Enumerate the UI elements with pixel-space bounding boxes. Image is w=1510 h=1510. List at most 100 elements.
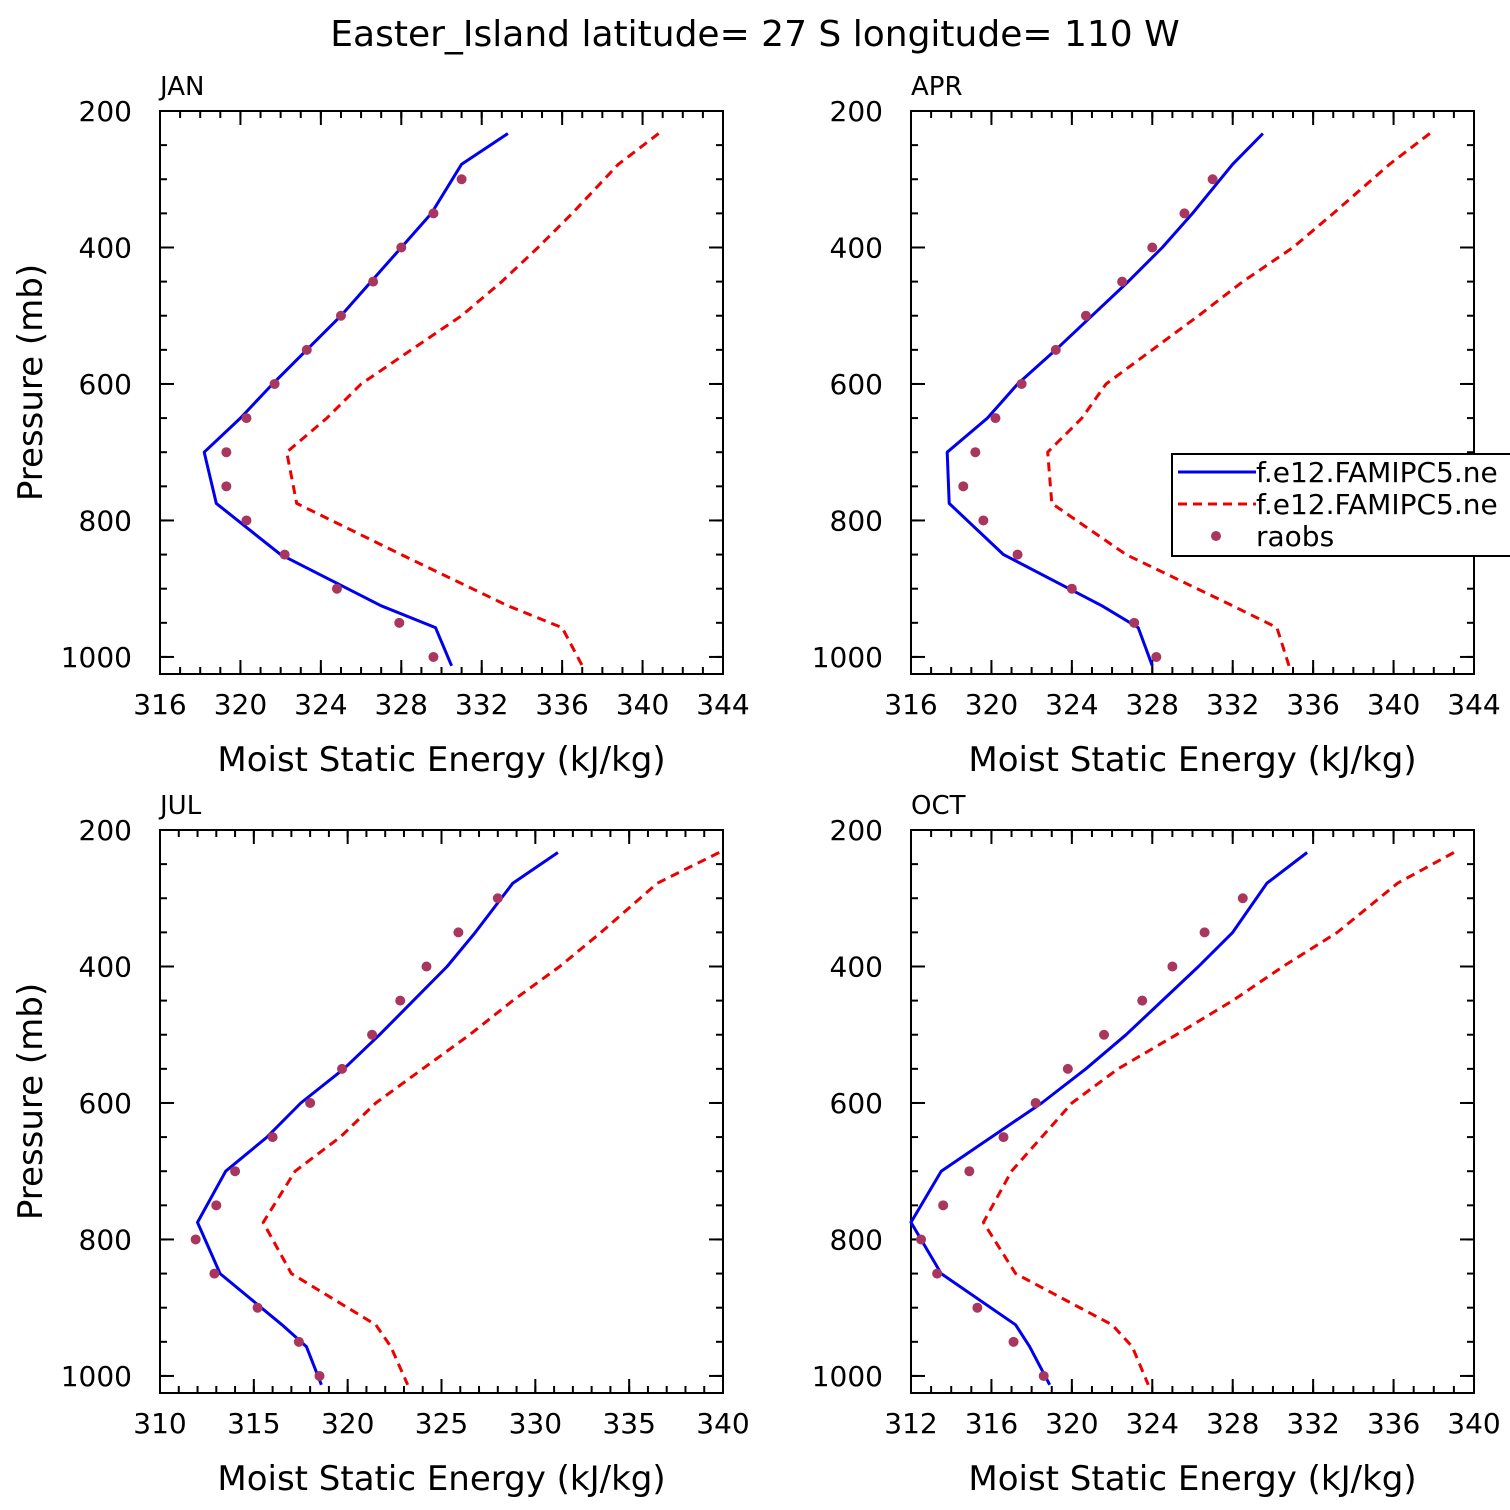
x-tick-label: 324 [294, 688, 347, 721]
raobs-point [221, 481, 232, 492]
raobs-point [335, 310, 346, 321]
plot-frame [910, 110, 1475, 675]
x-tick-label: 340 [616, 688, 669, 721]
raobs-point [916, 1234, 927, 1245]
legend-marker-raobs [1211, 531, 1221, 541]
raobs-point [241, 413, 252, 424]
raobs-point [1066, 583, 1077, 594]
raobs-point [1167, 961, 1178, 972]
raobs-point [305, 1097, 316, 1108]
x-tick-label: 324 [1045, 688, 1098, 721]
x-tick-label: 332 [455, 688, 508, 721]
legend-label: raobs [1256, 520, 1334, 553]
y-tick-label: 200 [830, 95, 883, 128]
x-axis-label: Moist Static Energy (kJ/kg) [968, 1459, 1416, 1499]
panel-oct: OCT 312 316 320 324 328 332 336 340 200 400 600 800 1… [812, 791, 1501, 1499]
y-axis-label: Pressure (mb) [11, 983, 51, 1220]
panel-apr: APR 316 320 324 328 332 336 340 344 200 400 600 800 1… [812, 72, 1501, 780]
panel-label: OCT [911, 791, 966, 821]
model-solid-line [196, 851, 559, 1386]
model-dashed-line [285, 132, 660, 667]
raobs-point [978, 515, 989, 526]
raobs-point [1117, 276, 1128, 287]
y-axis-label: Pressure (mb) [11, 264, 51, 501]
y-tick-label: 800 [79, 1223, 132, 1256]
raobs-point [970, 447, 981, 458]
model-solid-line [202, 132, 509, 667]
y-tick-label: 800 [830, 504, 883, 537]
raobs-point [252, 1302, 263, 1313]
raobs-point [964, 1166, 975, 1177]
raobs-point [1129, 617, 1140, 628]
raobs-point [269, 378, 280, 389]
panel-label: JAN [158, 72, 204, 102]
raobs-point [428, 208, 439, 219]
raobs-point [1050, 344, 1061, 355]
raobs-point [1179, 208, 1190, 219]
plot-frame [159, 829, 724, 1394]
raobs-point [396, 242, 407, 253]
model-dashed-line [261, 851, 720, 1386]
raobs-point [279, 549, 290, 560]
raobs-point [1199, 927, 1210, 938]
raobs-point [1008, 1336, 1019, 1347]
y-tick-label: 200 [79, 95, 132, 128]
x-tick-label: 330 [509, 1407, 562, 1440]
x-tick-label: 336 [1367, 1407, 1420, 1440]
raobs-point [368, 276, 379, 287]
x-tick-label: 310 [133, 1407, 186, 1440]
model-solid-line [945, 132, 1264, 667]
x-tick-label: 328 [1126, 688, 1179, 721]
raobs-point [1038, 1370, 1049, 1381]
y-tick-label: 1000 [812, 1360, 883, 1393]
panel-label: APR [911, 72, 963, 102]
raobs-point [1062, 1063, 1073, 1074]
raobs-point [314, 1370, 325, 1381]
raobs-point [492, 893, 503, 904]
raobs-point [998, 1132, 1009, 1143]
x-tick-label: 312 [884, 1407, 937, 1440]
y-tick-label: 400 [830, 231, 883, 264]
raobs-point [972, 1302, 983, 1313]
x-axis-label: Moist Static Energy (kJ/kg) [217, 740, 665, 780]
x-tick-label: 320 [214, 688, 267, 721]
y-tick-label: 600 [79, 1087, 132, 1120]
raobs-point [456, 174, 467, 185]
x-axis-label: Moist Static Energy (kJ/kg) [217, 1459, 665, 1499]
y-tick-label: 600 [830, 368, 883, 401]
x-tick-label: 328 [375, 688, 428, 721]
x-axis-label: Moist Static Energy (kJ/kg) [968, 740, 1416, 780]
model-solid-line [909, 851, 1309, 1386]
panel-label: JUL [158, 791, 202, 821]
raobs-point [241, 515, 252, 526]
raobs-point [1147, 242, 1158, 253]
legend-label: f.e12.FAMIPC5.ne [1256, 456, 1498, 489]
raobs-point [938, 1200, 949, 1211]
raobs-point [990, 413, 1001, 424]
model-dashed-line [1046, 132, 1431, 667]
raobs-point [1012, 549, 1023, 560]
raobs-point [1151, 651, 1162, 662]
raobs-point [293, 1336, 304, 1347]
panel-jul: JUL 310 315 320 325 330 335 340 200 400 600 800 1000… [11, 791, 750, 1499]
x-tick-label: 332 [1206, 688, 1259, 721]
x-tick-label: 344 [696, 688, 749, 721]
raobs-point [211, 1200, 222, 1211]
legend-label: f.e12.FAMIPC5.ne [1256, 488, 1498, 521]
y-tick-label: 200 [830, 814, 883, 847]
raobs-point [932, 1268, 943, 1279]
x-tick-label: 340 [1367, 688, 1420, 721]
panel-jan: JAN 316 320 324 328 332 336 340 344 200 400 600 800 1… [11, 72, 750, 780]
chart-title: Easter_Island latitude= 27 S longitude= … [330, 14, 1179, 55]
y-tick-label: 400 [79, 231, 132, 264]
x-tick-label: 316 [884, 688, 937, 721]
x-tick-label: 316 [133, 688, 186, 721]
y-tick-label: 800 [79, 504, 132, 537]
x-tick-label: 332 [1286, 1407, 1339, 1440]
raobs-point [1099, 1029, 1110, 1040]
raobs-point [1207, 174, 1218, 185]
raobs-point [394, 617, 405, 628]
x-tick-label: 320 [965, 688, 1018, 721]
raobs-point [428, 651, 439, 662]
raobs-point [209, 1268, 220, 1279]
